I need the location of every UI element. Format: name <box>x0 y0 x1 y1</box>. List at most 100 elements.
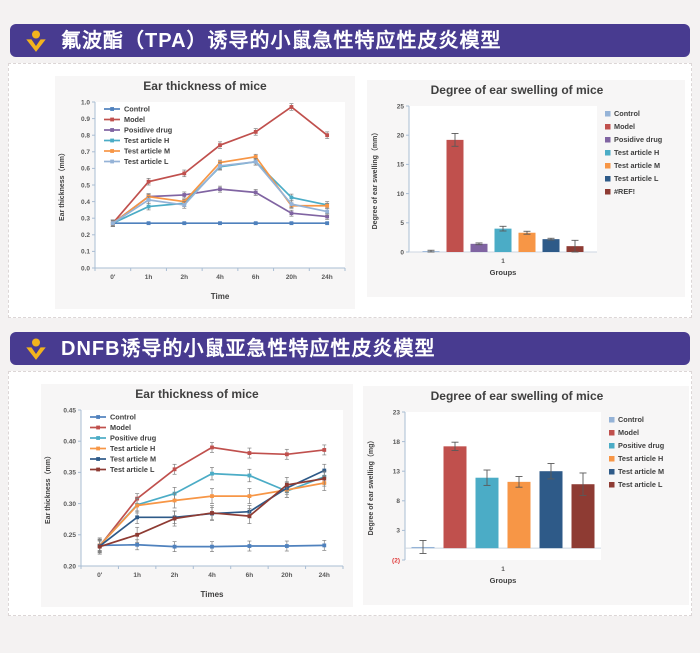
y-axis-label: Degree of ear swelling（mm） <box>371 129 379 230</box>
data-point-marker <box>210 511 214 515</box>
legend-label: Positive drug <box>618 441 664 450</box>
data-point-marker <box>322 448 327 452</box>
data-point-marker <box>253 154 258 159</box>
data-point-marker <box>182 203 187 207</box>
chart-title: Ear thickness of mice <box>135 387 259 401</box>
legend-item: Test article L <box>605 174 659 183</box>
charts-panel-tpa: Ear thickness of mice 0.0 0.1 0.2 0.3 0.4 0.5 0… <box>8 63 692 318</box>
legend-item: Test article L <box>90 465 155 474</box>
x-axis-label: Time <box>211 292 230 301</box>
data-point-marker <box>284 452 289 457</box>
legend-marker-icon <box>96 436 100 440</box>
y-tick-label: 20 <box>397 133 405 140</box>
legend-item: Model <box>104 115 145 124</box>
legend-marker-icon <box>609 456 615 462</box>
y-axis-label: Degree of ear swelling（mg） <box>367 437 375 536</box>
legend-item: Test article M <box>609 467 664 476</box>
chart-title: Degree of ear swelling of mice <box>431 389 604 403</box>
data-point-marker <box>218 143 222 148</box>
line-series <box>110 221 330 226</box>
data-point-marker <box>247 514 252 518</box>
y-tick-label: (2) <box>392 557 400 564</box>
x-tick-label: 24h <box>319 572 330 579</box>
data-point-marker <box>210 544 214 549</box>
legend-label: #REF! <box>614 187 635 196</box>
bar <box>539 471 563 549</box>
legend-marker-icon <box>110 107 114 111</box>
legend-item: Control <box>90 412 136 421</box>
data-point-marker <box>97 544 102 549</box>
y-tick-label: 0.2 <box>81 232 90 239</box>
y-tick-label: 0.9 <box>81 116 90 123</box>
data-point-marker <box>135 532 140 537</box>
legend-item: Positive drug <box>90 433 156 442</box>
y-tick-label: 0.6 <box>81 166 90 173</box>
legend-label: Model <box>614 122 635 131</box>
legend-marker-icon <box>609 469 615 475</box>
data-point-marker <box>182 171 187 176</box>
data-point-marker <box>325 133 330 138</box>
line-chart-ear-thickness-tpa: Ear thickness of mice 0.0 0.1 0.2 0.3 0.4 0.5 0… <box>55 76 355 309</box>
legend-item: Model <box>605 122 635 131</box>
data-point-marker <box>135 515 140 520</box>
data-point-marker <box>210 494 214 499</box>
data-point-marker <box>146 221 151 226</box>
data-point-marker <box>146 204 151 209</box>
y-tick-label: 13 <box>393 469 401 476</box>
legend-marker-icon <box>96 467 100 472</box>
legend-marker-icon <box>110 117 114 122</box>
y-tick-label: 8 <box>396 498 400 505</box>
data-point-marker <box>325 203 330 208</box>
y-tick-label: 0.35 <box>63 470 76 477</box>
legend-item: Test article H <box>605 148 659 157</box>
legend-label: Model <box>124 115 145 124</box>
bar <box>470 243 488 252</box>
data-point-marker <box>322 468 327 473</box>
legend-item: Posidive drug <box>104 125 172 134</box>
data-point-marker <box>218 164 222 168</box>
charts-panel-dnfb: Ear thickness of mice 0.20 0.25 0.30 0.35 0.4… <box>8 371 692 616</box>
legend-label: Test article H <box>618 454 663 463</box>
data-point-marker <box>289 195 294 200</box>
bar <box>494 228 512 252</box>
legend-label: Test article M <box>618 467 664 476</box>
y-tick-label: 3 <box>396 528 400 535</box>
x-tick-label: 4h <box>216 274 224 281</box>
data-point-marker <box>247 473 252 478</box>
data-point-marker <box>253 190 258 195</box>
bar-chart-svg: Degree of ear swelling of mice (2) 3 8 13 18 2… <box>367 389 664 585</box>
x-axis-label: Groups <box>490 268 517 277</box>
x-tick-label: 24h <box>322 274 333 281</box>
legend-label: Test article L <box>618 480 663 489</box>
legend-item: Test article M <box>605 161 660 170</box>
y-tick-label: 0.40 <box>63 439 76 446</box>
legend-marker-icon <box>96 415 100 419</box>
legend-marker-icon <box>609 443 615 449</box>
legend-item: Test article M <box>104 146 170 155</box>
legend-label: Model <box>618 428 639 437</box>
y-tick-label: 0.8 <box>81 133 90 140</box>
v-bird-icon <box>23 28 49 54</box>
line-chart-svg: Ear thickness of mice 0.20 0.25 0.30 0.35 0.4… <box>44 387 344 599</box>
legend-label: Test article L <box>110 465 155 474</box>
bar <box>571 484 595 549</box>
legend-label: Test article L <box>614 174 659 183</box>
legend-marker-icon <box>110 159 114 164</box>
bar-chart-ear-swelling-tpa: Degree of ear swelling of mice 0 5 10 15 20 25… <box>367 80 685 297</box>
legend-label: Control <box>110 412 136 421</box>
y-tick-label: 10 <box>397 191 405 198</box>
legend-marker-icon <box>110 149 114 153</box>
legend-item: Control <box>104 104 150 113</box>
data-point-marker <box>289 202 294 206</box>
legend-item: Posidive drug <box>605 135 662 144</box>
legend-marker-icon <box>609 417 615 423</box>
y-tick-label: 1.0 <box>81 99 90 106</box>
legend-label: Posidive drug <box>124 125 172 134</box>
line-chart-ear-thickness-dnfb: Ear thickness of mice 0.20 0.25 0.30 0.35 0.4… <box>41 384 353 607</box>
y-tick-label: 15 <box>397 162 405 169</box>
legend-label: Control <box>124 104 150 113</box>
legend-item: Control <box>609 415 644 424</box>
legend-label: Test article M <box>110 454 156 463</box>
legend-item: #REF! <box>605 187 635 196</box>
legend-label: Test article M <box>614 161 660 170</box>
